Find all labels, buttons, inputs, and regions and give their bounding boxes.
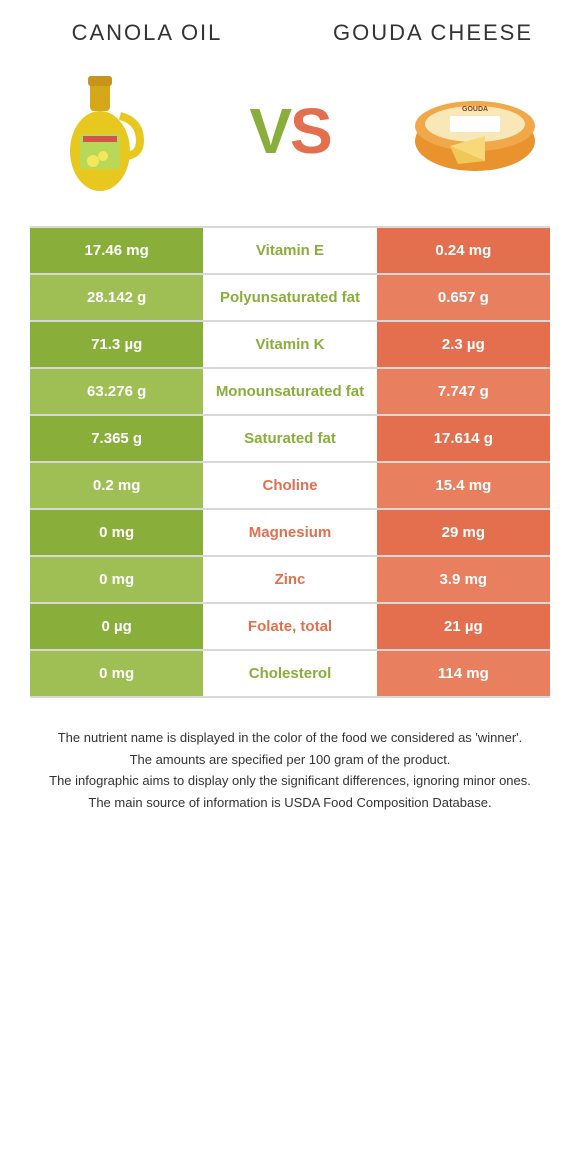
nutrient-table: 17.46 mgVitamin E0.24 mg28.142 gPolyunsa…	[30, 226, 550, 698]
right-value: 29 mg	[377, 510, 550, 555]
nutrient-label: Polyunsaturated fat	[203, 275, 376, 320]
nutrient-label: Zinc	[203, 557, 376, 602]
footnote-line: The main source of information is USDA F…	[30, 793, 550, 813]
left-value: 7.365 g	[30, 416, 203, 461]
nutrient-label: Vitamin E	[203, 228, 376, 273]
table-row: 71.3 µgVitamin K2.3 µg	[30, 322, 550, 369]
left-value: 0 mg	[30, 651, 203, 696]
table-row: 63.276 gMonounsaturated fat7.747 g	[30, 369, 550, 416]
vs-label: VS	[249, 94, 330, 168]
left-value: 71.3 µg	[30, 322, 203, 367]
nutrient-label: Magnesium	[203, 510, 376, 555]
nutrient-label: Vitamin K	[203, 322, 376, 367]
nutrient-label: Monounsaturated fat	[203, 369, 376, 414]
left-value: 0 mg	[30, 557, 203, 602]
footnote-line: The infographic aims to display only the…	[30, 771, 550, 791]
left-value: 0 mg	[30, 510, 203, 555]
left-value: 63.276 g	[30, 369, 203, 414]
vs-v-letter: V	[249, 94, 290, 168]
svg-text:GOUDA: GOUDA	[462, 106, 488, 113]
table-row: 7.365 gSaturated fat17.614 g	[30, 416, 550, 463]
footnote-line: The amounts are specified per 100 gram o…	[30, 750, 550, 770]
nutrient-label: Cholesterol	[203, 651, 376, 696]
right-value: 21 µg	[377, 604, 550, 649]
footnote-line: The nutrient name is displayed in the co…	[30, 728, 550, 748]
left-value: 0 µg	[30, 604, 203, 649]
right-value: 7.747 g	[377, 369, 550, 414]
nutrient-label: Saturated fat	[203, 416, 376, 461]
header-row: Canola oil Gouda cheese	[30, 20, 550, 46]
right-food-title: Gouda cheese	[316, 20, 550, 46]
table-row: 17.46 mgVitamin E0.24 mg	[30, 226, 550, 275]
table-row: 0 mgZinc3.9 mg	[30, 557, 550, 604]
table-row: 0.2 mgCholine15.4 mg	[30, 463, 550, 510]
table-row: 28.142 gPolyunsaturated fat0.657 g	[30, 275, 550, 322]
table-row: 0 µgFolate, total21 µg	[30, 604, 550, 651]
left-food-title: Canola oil	[30, 20, 264, 46]
vs-s-letter: S	[290, 94, 331, 168]
table-row: 0 mgCholesterol114 mg	[30, 651, 550, 698]
canola-oil-image	[30, 56, 180, 206]
right-value: 17.614 g	[377, 416, 550, 461]
left-value: 28.142 g	[30, 275, 203, 320]
left-value: 0.2 mg	[30, 463, 203, 508]
images-row: VS GOUDA	[30, 56, 550, 206]
right-value: 3.9 mg	[377, 557, 550, 602]
right-value: 2.3 µg	[377, 322, 550, 367]
table-row: 0 mgMagnesium29 mg	[30, 510, 550, 557]
nutrient-label: Choline	[203, 463, 376, 508]
right-value: 15.4 mg	[377, 463, 550, 508]
footnotes: The nutrient name is displayed in the co…	[30, 728, 550, 812]
left-value: 17.46 mg	[30, 228, 203, 273]
right-value: 0.657 g	[377, 275, 550, 320]
nutrient-label: Folate, total	[203, 604, 376, 649]
right-value: 0.24 mg	[377, 228, 550, 273]
gouda-cheese-image: GOUDA	[400, 56, 550, 206]
right-value: 114 mg	[377, 651, 550, 696]
